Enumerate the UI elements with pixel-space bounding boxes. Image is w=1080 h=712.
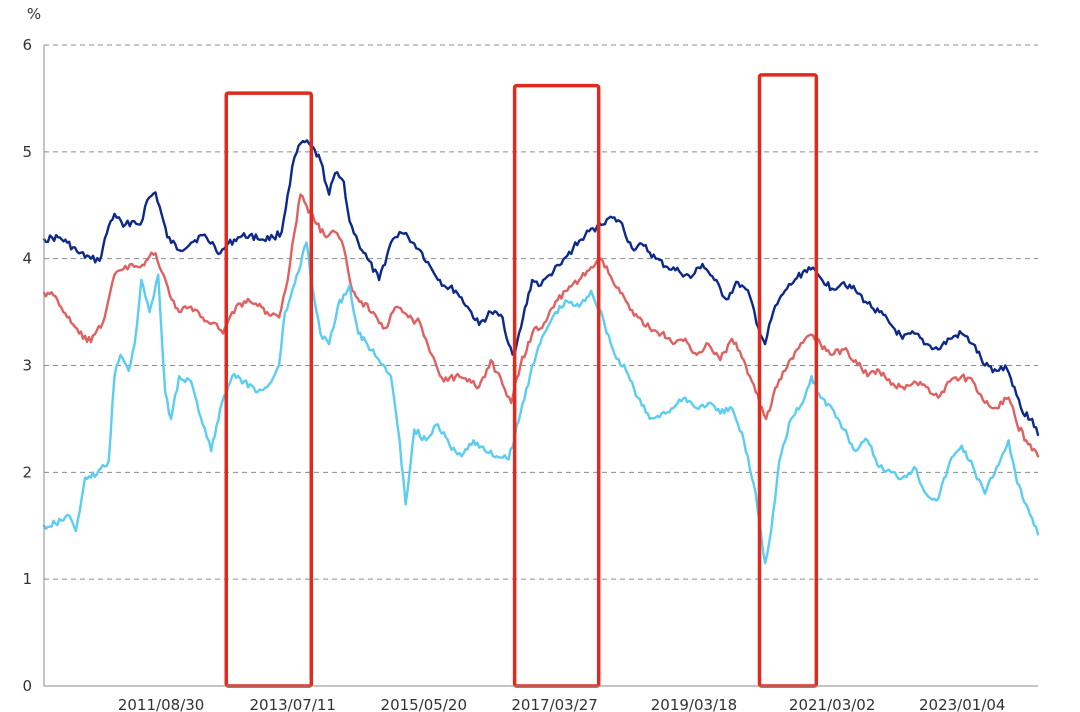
axes: 0 1 2 3 4 5 6% 2011/08/30 2013/07/11 2015/05/20 20…: [22, 5, 1038, 712]
series-line-1: [42, 139, 1040, 437]
series-line-2: [42, 193, 1040, 458]
y-tick-label: 3: [22, 357, 32, 375]
y-tick-label: 1: [22, 570, 32, 588]
x-tick-label: 2021/03/02: [789, 696, 875, 712]
y-tick-label: 5: [22, 143, 32, 161]
x-tick-label: 2017/03/27: [511, 696, 597, 712]
y-axis-unit: %: [27, 5, 41, 23]
x-tick-label: 2023/01/04: [919, 696, 1005, 712]
x-tick-label: 2015/05/20: [381, 696, 467, 712]
series-lines: [42, 139, 1040, 565]
y-tick-label: 0: [22, 677, 32, 695]
y-tick-label: 6: [22, 36, 32, 54]
series-line-3: [42, 241, 1040, 565]
x-tick-label: 2013/07/11: [250, 696, 336, 712]
y-tick-label: 4: [22, 250, 32, 268]
highlight-box-1: [224, 91, 314, 688]
x-tick-label: 2019/03/18: [651, 696, 737, 712]
gridlines: [44, 44, 1038, 580]
x-tick-label: 2011/08/30: [118, 696, 204, 712]
highlight-box-3: [757, 73, 819, 688]
y-tick-label: 2: [22, 463, 32, 481]
highlight-boxes: [224, 73, 819, 688]
